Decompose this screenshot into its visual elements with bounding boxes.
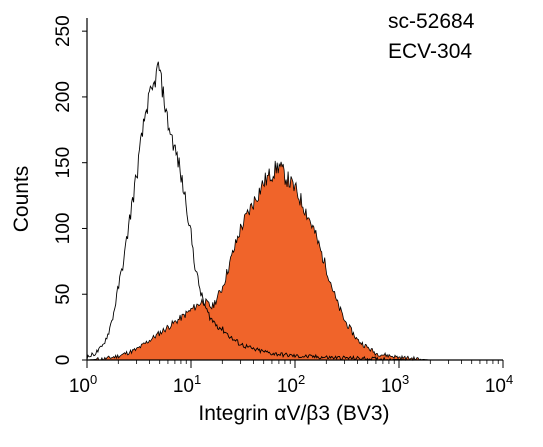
y-tick-label-100: 100 (53, 213, 74, 245)
x-tick-label-base: 10 (277, 376, 298, 397)
annotation-cell-line: ECV-304 (388, 40, 472, 63)
x-tick-label-base: 10 (485, 376, 506, 397)
x-tick-label-4: 104 (485, 372, 513, 397)
y-tick-label-0: 0 (53, 355, 74, 366)
x-tick-label-3: 103 (381, 372, 409, 397)
y-tick-label-250: 250 (53, 15, 74, 47)
x-tick-label-base: 10 (381, 376, 402, 397)
x-tick-label-2: 102 (277, 372, 305, 397)
x-tick-label-base: 10 (69, 376, 90, 397)
x-tick-label-0: 100 (69, 372, 97, 397)
x-tick-label-base: 10 (173, 376, 194, 397)
x-tick-label-1: 101 (173, 372, 201, 397)
annotation-antibody-id: sc-52684 (388, 10, 475, 33)
x-tick-label-exponent: 4 (506, 372, 513, 387)
y-axis-title: Counts (10, 166, 33, 233)
y-tick-label-50: 50 (53, 284, 74, 305)
x-tick-label-exponent: 2 (298, 372, 305, 387)
histogram-filled-series (86, 160, 503, 362)
x-axis-title: Integrin αV/β3 (BV3) (198, 402, 389, 425)
y-tick-label-150: 150 (53, 147, 74, 179)
y-tick-label-200: 200 (53, 81, 74, 113)
x-tick-label-exponent: 1 (194, 372, 201, 387)
x-tick-label-exponent: 3 (402, 372, 409, 387)
x-tick-label-exponent: 0 (90, 372, 97, 387)
